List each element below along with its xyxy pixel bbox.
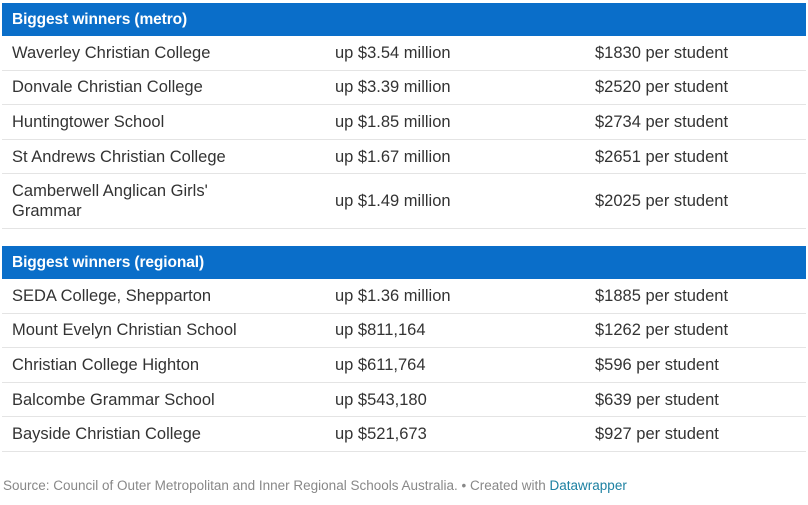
source-text: Source: Council of Outer Metropolitan an… (3, 478, 550, 493)
school-name: Huntingtower School (12, 112, 165, 131)
table-row: SEDA College, Shepparton up $1.36 millio… (2, 279, 806, 314)
table-row: Bayside Christian College up $521,673 $9… (2, 417, 806, 452)
table-row: St Andrews Christian College up $1.67 mi… (2, 140, 806, 175)
school-name: Mount Evelyn Christian School (12, 321, 237, 340)
per-student-amount: $2651 per student (595, 147, 729, 166)
school-name: Christian College Highton (12, 355, 200, 374)
source-footer: Source: Council of Outer Metropolitan an… (3, 478, 627, 493)
funding-change: up $1.49 million (335, 192, 451, 211)
school-name: Donvale Christian College (12, 78, 203, 97)
funding-change: up $3.54 million (335, 43, 451, 62)
metro-table: Biggest winners (metro) Waverley Christi… (2, 3, 806, 230)
funding-change: up $811,164 (335, 321, 426, 340)
per-student-amount: $1830 per student (595, 43, 729, 62)
funding-change: up $3.39 million (335, 78, 451, 97)
table-row: Mount Evelyn Christian School up $811,16… (2, 314, 806, 349)
school-name: St Andrews Christian College (12, 147, 226, 166)
funding-change: up $1.36 million (335, 286, 451, 305)
per-student-amount: $2734 per student (595, 112, 729, 131)
per-student-amount: $2025 per student (595, 192, 729, 211)
table-row: Donvale Christian College up $3.39 milli… (2, 71, 806, 106)
section-header-metro: Biggest winners (metro) (2, 3, 806, 36)
section-header-regional: Biggest winners (regional) (2, 246, 806, 279)
school-name: Camberwell Anglican Girls' Grammar (12, 182, 208, 221)
school-name: Waverley Christian College (12, 43, 211, 62)
per-student-amount: $1885 per student (595, 286, 729, 305)
funding-change: up $1.67 million (335, 147, 451, 166)
table-row: Christian College Highton up $611,764 $5… (2, 348, 806, 383)
funding-change: up $543,180 (335, 390, 427, 409)
per-student-amount: $1262 per student (595, 321, 729, 340)
funding-change: up $1.85 million (335, 112, 451, 131)
table-row: Balcombe Grammar School up $543,180 $639… (2, 383, 806, 418)
funding-change: up $521,673 (335, 425, 427, 444)
table-row: Huntingtower School up $1.85 million $27… (2, 105, 806, 140)
school-name: Balcombe Grammar School (12, 390, 215, 409)
datawrapper-link[interactable]: Datawrapper (549, 478, 627, 493)
per-student-amount: $596 per student (595, 355, 719, 374)
school-name: SEDA College, Shepparton (12, 286, 212, 305)
funding-change: up $611,764 (335, 355, 426, 374)
table-row: Camberwell Anglican Girls' Grammar up $1… (2, 174, 806, 230)
per-student-amount: $639 per student (595, 390, 719, 409)
table-row: Waverley Christian College up $3.54 mill… (2, 36, 806, 71)
per-student-amount: $927 per student (595, 425, 719, 444)
per-student-amount: $2520 per student (595, 78, 729, 97)
school-name: Bayside Christian College (12, 425, 201, 444)
regional-table: Biggest winners (regional) SEDA College,… (2, 246, 806, 452)
